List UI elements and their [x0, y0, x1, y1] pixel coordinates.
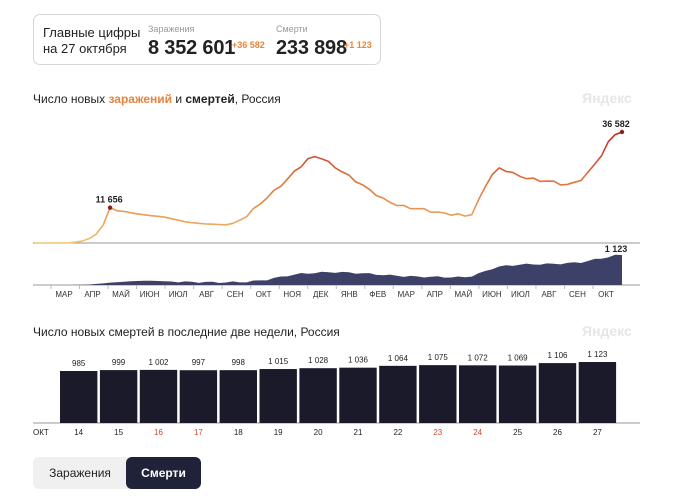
- chart1-title: Число новых заражений и смертей, Россия: [33, 92, 281, 106]
- infections-total: 8 352 601: [148, 37, 236, 59]
- day-label: 27: [593, 428, 602, 437]
- month-label: ОКТ: [598, 290, 614, 299]
- bar-value-label: 1 069: [508, 354, 529, 363]
- bar-value-label: 999: [112, 358, 126, 367]
- month-label: ДЕК: [313, 290, 329, 299]
- chart1-title-mid: и: [172, 92, 186, 106]
- summary-title: Главные цифры на 27 октября: [43, 25, 140, 57]
- bar-value-label: 1 028: [308, 356, 329, 365]
- infections-label: Заражения: [148, 24, 195, 34]
- deaths-area: [35, 254, 622, 285]
- bar-value-label: 1 015: [268, 357, 289, 366]
- bar: [538, 363, 577, 423]
- bar-value-label: 998: [232, 358, 246, 367]
- month-label: ОКТ: [256, 290, 272, 299]
- month-label: АПР: [427, 290, 443, 299]
- bar: [60, 371, 98, 423]
- deaths-delta: +1 123: [344, 40, 372, 50]
- chart1-title-deaths: смертей: [185, 92, 235, 106]
- deaths-bar-chart: 985 14 999 15 1 002 16 997 17 998 18 1 015 19 1 028 2…: [33, 350, 640, 437]
- day-label: 21: [354, 428, 363, 437]
- month-label: ФЕВ: [369, 290, 386, 299]
- deaths-total: 233 898: [276, 37, 347, 59]
- month-label: ИЮН: [482, 290, 502, 299]
- month-label: МАР: [398, 290, 415, 299]
- bar-value-label: 985: [72, 359, 86, 368]
- month-label: МАР: [55, 290, 72, 299]
- day-label: 26: [553, 428, 562, 437]
- chart1-title-infections: заражений: [108, 92, 172, 106]
- bar-value-label: 1 036: [348, 356, 369, 365]
- bar-value-label: 1 123: [587, 350, 608, 359]
- summary-date: на 27 октября: [43, 41, 127, 56]
- day-label: 18: [234, 428, 243, 437]
- month-label: СЕН: [227, 290, 244, 299]
- month-label: ИЮЛ: [511, 290, 530, 299]
- bar: [179, 370, 218, 423]
- day-label: 22: [393, 428, 402, 437]
- bar: [379, 365, 417, 423]
- summary-title-line1: Главные цифры: [43, 25, 141, 40]
- bar: [419, 365, 457, 423]
- day-label: 14: [74, 428, 83, 437]
- bar: [219, 370, 257, 423]
- month-label: СЕН: [569, 290, 586, 299]
- bar: [339, 367, 377, 423]
- chart1-title-post: , Россия: [234, 92, 281, 106]
- month-label: ИЮН: [140, 290, 160, 299]
- infections-delta: +36 582: [232, 40, 265, 50]
- tab-deaths[interactable]: Смерти: [126, 457, 201, 489]
- bar-value-label: 1 002: [148, 358, 169, 367]
- month-label: АПР: [84, 290, 100, 299]
- bar-value-label: 1 072: [468, 353, 489, 362]
- infections-peak-dot: [619, 129, 625, 135]
- day-label: 25: [513, 428, 522, 437]
- infections-line: [35, 131, 623, 244]
- day-label: 15: [114, 428, 123, 437]
- infections-peak-label: 11 656: [96, 195, 123, 205]
- bar-month-label: ОКТ: [33, 428, 49, 437]
- bar-value-label: 997: [192, 358, 206, 367]
- day-label: 16: [154, 428, 163, 437]
- tab-infections[interactable]: Заражения: [49, 466, 111, 480]
- bar: [259, 369, 297, 423]
- bar-value-label: 1 064: [388, 354, 409, 363]
- infections-deaths-chart: 11 656 36 582 1 123 МАР АПР МАЙ ИЮН ИЮЛ АВГ СЕН ОК…: [33, 119, 640, 299]
- month-label: АВГ: [541, 290, 557, 299]
- infections-peak-label: 36 582: [602, 119, 630, 129]
- bar-value-label: 1 106: [547, 351, 568, 360]
- bar: [459, 365, 497, 423]
- month-label: МАЙ: [112, 290, 130, 299]
- deaths-peak-label: 1 123: [605, 244, 628, 254]
- bar: [498, 365, 537, 423]
- bar: [99, 370, 138, 423]
- month-label: МАЙ: [454, 290, 472, 299]
- bar: [139, 369, 178, 423]
- month-label: АВГ: [199, 290, 215, 299]
- chart1-title-pre: Число новых: [33, 92, 109, 106]
- month-label: НОЯ: [283, 290, 301, 299]
- day-label: 23: [433, 428, 442, 437]
- bar-value-label: 1 075: [428, 353, 449, 362]
- bar: [578, 362, 617, 423]
- day-label: 20: [314, 428, 323, 437]
- infections-peak-dot: [107, 205, 113, 210]
- summary-box: Главные цифры на 27 октября Заражения 8 …: [33, 14, 381, 65]
- yandex-watermark-2: Яндекс: [582, 323, 632, 339]
- day-label: 19: [274, 428, 283, 437]
- chart2-title: Число новых смертей в последние две неде…: [33, 325, 340, 339]
- metric-switch: Заражения Смерти: [33, 457, 201, 489]
- month-label: ЯНВ: [341, 290, 358, 299]
- deaths-label: Смерти: [276, 24, 308, 34]
- yandex-watermark-1: Яндекс: [582, 90, 632, 106]
- bar: [299, 368, 337, 423]
- day-label: 24: [473, 428, 482, 437]
- month-label: ИЮЛ: [169, 290, 188, 299]
- day-label: 17: [194, 428, 203, 437]
